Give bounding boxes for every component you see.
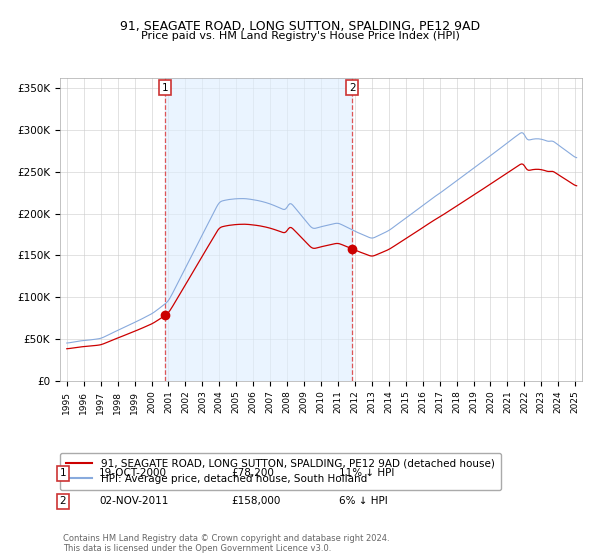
Text: 19-OCT-2000: 19-OCT-2000 [99, 468, 167, 478]
Text: 11% ↓ HPI: 11% ↓ HPI [339, 468, 394, 478]
Text: 91, SEAGATE ROAD, LONG SUTTON, SPALDING, PE12 9AD: 91, SEAGATE ROAD, LONG SUTTON, SPALDING,… [120, 20, 480, 32]
Text: 02-NOV-2011: 02-NOV-2011 [99, 496, 169, 506]
Text: 6% ↓ HPI: 6% ↓ HPI [339, 496, 388, 506]
Text: 1: 1 [162, 82, 169, 92]
Text: Contains HM Land Registry data © Crown copyright and database right 2024.
This d: Contains HM Land Registry data © Crown c… [63, 534, 389, 553]
Legend: 91, SEAGATE ROAD, LONG SUTTON, SPALDING, PE12 9AD (detached house), HPI: Average: 91, SEAGATE ROAD, LONG SUTTON, SPALDING,… [60, 452, 501, 490]
Text: 1: 1 [59, 468, 67, 478]
Text: £158,000: £158,000 [231, 496, 280, 506]
Text: Price paid vs. HM Land Registry's House Price Index (HPI): Price paid vs. HM Land Registry's House … [140, 31, 460, 41]
Bar [165, 78, 352, 381]
Text: 2: 2 [59, 496, 67, 506]
Text: 2: 2 [349, 82, 355, 92]
Text: £78,200: £78,200 [231, 468, 274, 478]
